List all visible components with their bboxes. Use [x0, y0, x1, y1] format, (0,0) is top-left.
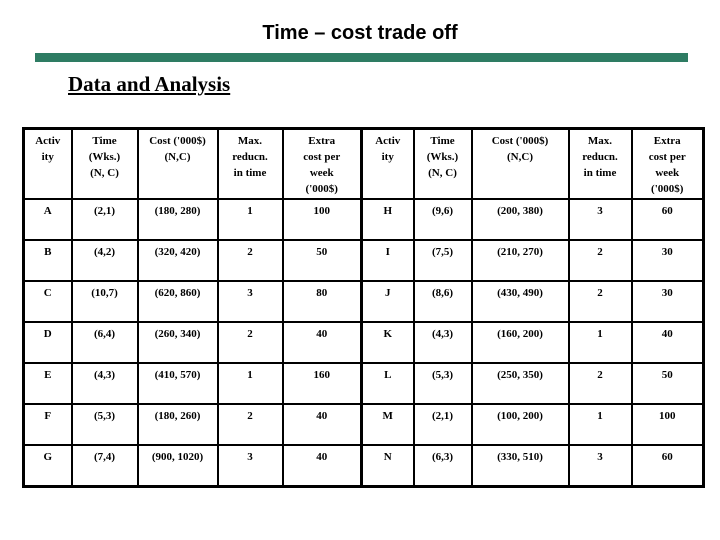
data-table: Activ ity Time (Wks.) (N, C) Cost ('000$…	[22, 127, 705, 488]
header-row: Activ ity Time (Wks.) (N, C) Cost ('000$…	[22, 127, 705, 200]
table-cell: 2	[567, 239, 633, 282]
table-cell: (10,7)	[70, 280, 139, 323]
table-cell: (9,6)	[412, 198, 473, 241]
table-cell: 2	[216, 321, 284, 364]
table-cell: (8,6)	[412, 280, 473, 323]
table-cell: 40	[281, 403, 363, 446]
table-cell: 3	[567, 198, 633, 241]
table-cell: (200, 380)	[470, 198, 570, 241]
table-cell: 40	[630, 321, 705, 364]
table-cell: 30	[630, 280, 705, 323]
table-cell: 2	[216, 239, 284, 282]
table-cell: 100	[630, 403, 705, 446]
table-row: C (10,7) (620, 860) 3 80 J (8,6) (430, 490) 2 30	[22, 280, 705, 323]
table-body: A (2,1) (180, 280) 1 100 H (9,6) (200, 380) 3 60 B…	[22, 198, 705, 488]
column-header-extra-cost-left: Extra cost per week ('000$)	[281, 127, 363, 200]
activity-cell: A	[22, 198, 73, 241]
table-cell: 60	[630, 444, 705, 488]
table-cell: 3	[567, 444, 633, 488]
table-header: Activ ity Time (Wks.) (N, C) Cost ('000$…	[22, 127, 705, 200]
table-cell: (6,4)	[70, 321, 139, 364]
table-cell: (2,1)	[412, 403, 473, 446]
table-cell: (620, 860)	[136, 280, 219, 323]
table-row: E (4,3) (410, 570) 1 160 L (5,3) (250, 350) 2 50	[22, 362, 705, 405]
table-cell: (410, 570)	[136, 362, 219, 405]
table-cell: 60	[630, 198, 705, 241]
table-row: B (4,2) (320, 420) 2 50 I (7,5) (210, 270) 2 30	[22, 239, 705, 282]
column-header-time-left: Time (Wks.) (N, C)	[70, 127, 139, 200]
table-cell: (4,3)	[70, 362, 139, 405]
column-header-extra-cost-right: Extra cost per week ('000$)	[630, 127, 705, 200]
table-cell: (160, 200)	[470, 321, 570, 364]
column-header-cost-right: Cost ('000$) (N,C)	[470, 127, 570, 200]
table-cell: 40	[281, 444, 363, 488]
table-cell: (430, 490)	[470, 280, 570, 323]
table-cell: (6,3)	[412, 444, 473, 488]
column-header-max-reducn-left: Max. reducn. in time	[216, 127, 284, 200]
table-cell: (180, 260)	[136, 403, 219, 446]
table-cell: (100, 200)	[470, 403, 570, 446]
table-cell: (260, 340)	[136, 321, 219, 364]
activity-cell: E	[22, 362, 73, 405]
table-cell: 50	[281, 239, 363, 282]
activity-cell: I	[360, 239, 415, 282]
slide-title: Time – cost trade off	[262, 22, 458, 44]
table-cell: (900, 1020)	[136, 444, 219, 488]
activity-cell: M	[360, 403, 415, 446]
activity-cell: D	[22, 321, 73, 364]
table-cell: (4,3)	[412, 321, 473, 364]
table-row: D (6,4) (260, 340) 2 40 K (4,3) (160, 200) 1 40	[22, 321, 705, 364]
table-cell: (330, 510)	[470, 444, 570, 488]
table-cell: (4,2)	[70, 239, 139, 282]
column-header-max-reducn-right: Max. reducn. in time	[567, 127, 633, 200]
column-header-time-right: Time (Wks.) (N, C)	[412, 127, 473, 200]
table-cell: (7,4)	[70, 444, 139, 488]
accent-bar	[35, 53, 688, 62]
section-heading: Data and Analysis	[68, 72, 231, 96]
column-header-activity-right: Activ ity	[360, 127, 415, 200]
activity-cell: H	[360, 198, 415, 241]
table-cell: 2	[567, 280, 633, 323]
table-cell: 2	[567, 362, 633, 405]
table-cell: 1	[216, 198, 284, 241]
table-cell: 2	[216, 403, 284, 446]
table-cell: 160	[281, 362, 363, 405]
table-cell: (250, 350)	[470, 362, 570, 405]
table-cell: 100	[281, 198, 363, 241]
activity-cell: F	[22, 403, 73, 446]
table-cell: 3	[216, 280, 284, 323]
table-cell: 1	[567, 321, 633, 364]
activity-cell: J	[360, 280, 415, 323]
table-cell: (210, 270)	[470, 239, 570, 282]
table-cell: 80	[281, 280, 363, 323]
activity-cell: G	[22, 444, 73, 488]
table-cell: (2,1)	[70, 198, 139, 241]
table-cell: (7,5)	[412, 239, 473, 282]
activity-cell: B	[22, 239, 73, 282]
table-cell: 40	[281, 321, 363, 364]
table-row: F (5,3) (180, 260) 2 40 M (2,1) (100, 200) 1 100	[22, 403, 705, 446]
table-cell: 30	[630, 239, 705, 282]
table-row: G (7,4) (900, 1020) 3 40 N (6,3) (330, 510) 3 60	[22, 444, 705, 488]
table-cell: 50	[630, 362, 705, 405]
table-cell: 1	[216, 362, 284, 405]
activity-cell: L	[360, 362, 415, 405]
activity-cell: N	[360, 444, 415, 488]
table-row: A (2,1) (180, 280) 1 100 H (9,6) (200, 380) 3 60	[22, 198, 705, 241]
activity-cell: K	[360, 321, 415, 364]
table-cell: (5,3)	[70, 403, 139, 446]
table-cell: (180, 280)	[136, 198, 219, 241]
table-cell: (320, 420)	[136, 239, 219, 282]
column-header-activity-left: Activ ity	[22, 127, 73, 200]
table-cell: 3	[216, 444, 284, 488]
table-cell: 1	[567, 403, 633, 446]
activity-cell: C	[22, 280, 73, 323]
column-header-cost-left: Cost ('000$) (N,C)	[136, 127, 219, 200]
table-cell: (5,3)	[412, 362, 473, 405]
